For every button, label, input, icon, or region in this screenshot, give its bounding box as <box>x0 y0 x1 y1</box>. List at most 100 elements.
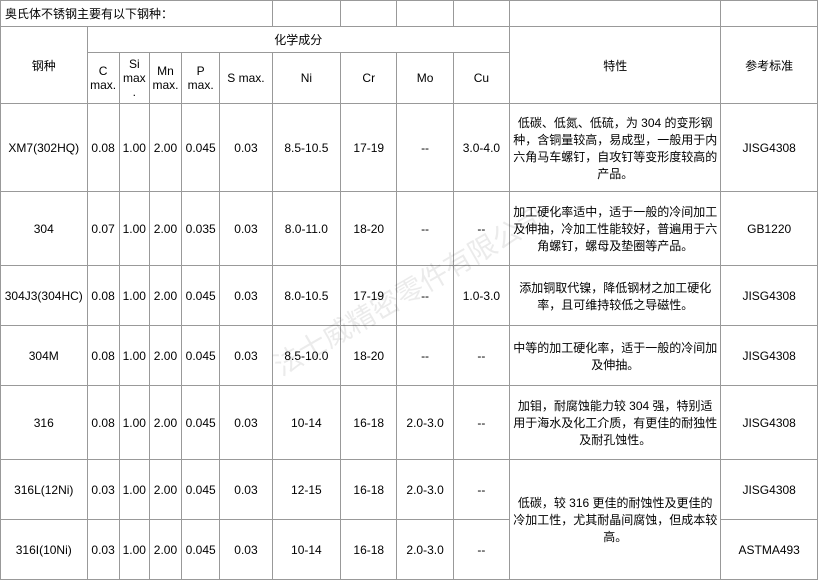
header-chem-8: Cu <box>453 53 509 104</box>
table-row: 3040.071.002.000.0350.038.0-11.018-20---… <box>1 192 818 266</box>
cell-ni: 8.5-10.5 <box>272 104 340 192</box>
cell-ni: 8.0-10.5 <box>272 266 340 326</box>
cell-standard: JISG4308 <box>721 266 818 326</box>
cell-c: 0.03 <box>87 460 119 520</box>
cell-ni: 10-14 <box>272 520 340 580</box>
cell-p: 0.045 <box>182 326 220 386</box>
header-chem-7: Mo <box>397 53 453 104</box>
cell-ni: 10-14 <box>272 386 340 460</box>
cell-s: 0.03 <box>220 192 272 266</box>
table-row: 3160.081.002.000.0450.0310-1416-182.0-3.… <box>1 386 818 460</box>
cell-ni: 12-15 <box>272 460 340 520</box>
header-chem-5: Ni <box>272 53 340 104</box>
cell-mo: 2.0-3.0 <box>397 460 453 520</box>
cell-name: 304M <box>1 326 88 386</box>
cell-name: 316 <box>1 386 88 460</box>
cell-cu: 1.0-3.0 <box>453 266 509 326</box>
cell-s: 0.03 <box>220 386 272 460</box>
header-chem-4: S max. <box>220 53 272 104</box>
cell-name: 304 <box>1 192 88 266</box>
cell-cu: -- <box>453 192 509 266</box>
header-chem-group: 化学成分 <box>87 27 510 53</box>
cell-s: 0.03 <box>220 460 272 520</box>
empty-cell <box>721 1 818 27</box>
cell-cr: 17-19 <box>341 104 397 192</box>
cell-p: 0.045 <box>182 104 220 192</box>
cell-si: 1.00 <box>119 266 149 326</box>
cell-si: 1.00 <box>119 520 149 580</box>
cell-mo: 2.0-3.0 <box>397 386 453 460</box>
cell-property: 低碳、低氮、低硫，为 304 的变形钢种，含铜量较高，易成型，一般用于内六角马车… <box>510 104 721 192</box>
cell-c: 0.08 <box>87 386 119 460</box>
cell-s: 0.03 <box>220 104 272 192</box>
cell-cr: 16-18 <box>341 520 397 580</box>
cell-property: 中等的加工硬化率，适于一般的冷间加及伸抽。 <box>510 326 721 386</box>
empty-cell <box>272 1 340 27</box>
cell-mn: 2.00 <box>149 460 181 520</box>
cell-cu: -- <box>453 520 509 580</box>
steel-table: 奥氏体不锈钢主要有以下钢种：钢种化学成分特性参考标准C max.Si max.M… <box>0 0 818 580</box>
table-title: 奥氏体不锈钢主要有以下钢种： <box>1 1 273 27</box>
cell-s: 0.03 <box>220 326 272 386</box>
cell-mo: -- <box>397 266 453 326</box>
cell-p: 0.045 <box>182 520 220 580</box>
cell-name: 316L(12Ni) <box>1 460 88 520</box>
cell-standard: JISG4308 <box>721 326 818 386</box>
header-chem-0: C max. <box>87 53 119 104</box>
cell-mn: 2.00 <box>149 192 181 266</box>
cell-name: 304J3(304HC) <box>1 266 88 326</box>
cell-cu: -- <box>453 326 509 386</box>
cell-c: 0.08 <box>87 266 119 326</box>
cell-mn: 2.00 <box>149 326 181 386</box>
cell-p: 0.035 <box>182 192 220 266</box>
cell-p: 0.045 <box>182 266 220 326</box>
cell-mo: 2.0-3.0 <box>397 520 453 580</box>
empty-cell <box>397 1 453 27</box>
cell-mo: -- <box>397 192 453 266</box>
header-standard: 参考标准 <box>721 27 818 104</box>
cell-ni: 8.5-10.0 <box>272 326 340 386</box>
cell-mn: 2.00 <box>149 104 181 192</box>
cell-property: 加钼，耐腐蚀能力较 304 强，特别适用于海水及化工介质，有更佳的耐独性及耐孔蚀… <box>510 386 721 460</box>
empty-cell <box>510 1 721 27</box>
cell-si: 1.00 <box>119 386 149 460</box>
cell-s: 0.03 <box>220 520 272 580</box>
cell-standard: JISG4308 <box>721 386 818 460</box>
cell-mo: -- <box>397 104 453 192</box>
cell-cr: 16-18 <box>341 460 397 520</box>
cell-standard: JISG4308 <box>721 460 818 520</box>
cell-name: 316I(10Ni) <box>1 520 88 580</box>
cell-standard: ASTMA493 <box>721 520 818 580</box>
cell-p: 0.045 <box>182 386 220 460</box>
header-chem-3: P max. <box>182 53 220 104</box>
cell-cr: 16-18 <box>341 386 397 460</box>
cell-mo: -- <box>397 326 453 386</box>
header-chem-6: Cr <box>341 53 397 104</box>
cell-c: 0.08 <box>87 326 119 386</box>
cell-c: 0.08 <box>87 104 119 192</box>
header-steel-type: 钢种 <box>1 27 88 104</box>
cell-mn: 2.00 <box>149 266 181 326</box>
table-row: 304M0.081.002.000.0450.038.5-10.018-20--… <box>1 326 818 386</box>
cell-p: 0.045 <box>182 460 220 520</box>
table-row: 316L(12Ni)0.031.002.000.0450.0312-1516-1… <box>1 460 818 520</box>
table-row: 304J3(304HC)0.081.002.000.0450.038.0-10.… <box>1 266 818 326</box>
cell-property: 低碳，较 316 更佳的耐蚀性及更佳的冷加工性，尤其耐晶间腐蚀，但成本较高。 <box>510 460 721 580</box>
cell-c: 0.07 <box>87 192 119 266</box>
empty-cell <box>341 1 397 27</box>
cell-cu: -- <box>453 460 509 520</box>
cell-property: 添加铜取代镍，降低钢材之加工硬化率，且可维持较低之导磁性。 <box>510 266 721 326</box>
header-chem-1: Si max. <box>119 53 149 104</box>
empty-cell <box>453 1 509 27</box>
cell-name: XM7(302HQ) <box>1 104 88 192</box>
cell-cu: 3.0-4.0 <box>453 104 509 192</box>
cell-property: 加工硬化率适中，适于一般的冷间加工及伸抽，冷加工性能较好，普遍用于六角螺钉，螺母… <box>510 192 721 266</box>
cell-ni: 8.0-11.0 <box>272 192 340 266</box>
header-chem-2: Mn max. <box>149 53 181 104</box>
cell-si: 1.00 <box>119 104 149 192</box>
cell-standard: JISG4308 <box>721 104 818 192</box>
cell-cu: -- <box>453 386 509 460</box>
cell-mn: 2.00 <box>149 386 181 460</box>
cell-cr: 18-20 <box>341 192 397 266</box>
header-property: 特性 <box>510 27 721 104</box>
